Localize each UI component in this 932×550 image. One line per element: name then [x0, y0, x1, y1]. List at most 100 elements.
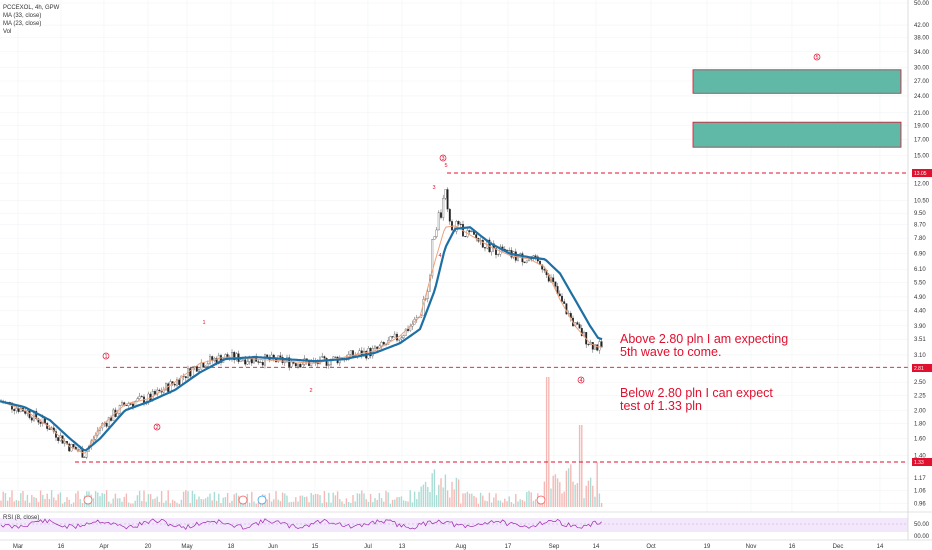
price-tags: 13.05 2.81 1.33 — [912, 169, 932, 466]
candle-body — [349, 350, 352, 355]
volume-bar — [147, 494, 150, 507]
volume-bar — [328, 492, 330, 507]
candle-body — [596, 344, 599, 351]
volume-bar — [484, 500, 486, 507]
candle-body — [475, 234, 478, 239]
time-tick-label: Jul — [364, 544, 372, 550]
volume-bar — [55, 500, 57, 507]
volume-bar — [306, 496, 308, 507]
subwave-4-label: 4 — [438, 253, 441, 259]
candle-body — [440, 212, 442, 218]
volume-bar — [149, 494, 152, 507]
legend: PCCEXOL, 4h, GPW MA (33, close) MA (23, … — [3, 5, 60, 521]
volume-bar — [561, 493, 563, 507]
volume-bar — [600, 502, 603, 507]
wave-1-circle — [102, 352, 110, 360]
volume-bar — [237, 495, 240, 507]
volume-bar — [380, 498, 383, 507]
candle-body — [173, 383, 176, 386]
volume-bar — [468, 493, 471, 507]
volume-bar — [523, 501, 526, 507]
candle-body — [257, 361, 260, 363]
volume-bar — [61, 503, 64, 507]
volume-bar — [231, 500, 233, 507]
volume-bar — [2, 491, 4, 507]
volume-bar — [486, 501, 488, 507]
subwave-1-label: 1 — [202, 320, 205, 326]
volume-bar — [191, 490, 194, 507]
volume-bar — [233, 494, 235, 507]
candle-body — [310, 361, 313, 366]
candle-body — [433, 236, 436, 240]
price-tick-label: 30.00 — [914, 66, 930, 72]
candle-body — [525, 260, 528, 263]
volume-bar — [411, 502, 414, 507]
candle-body — [13, 409, 16, 411]
volume-bar — [473, 495, 475, 507]
moving-averages — [0, 225, 603, 454]
volume-bar — [207, 496, 209, 507]
volume-bar — [567, 468, 570, 507]
time-tick-label: Apr — [99, 544, 108, 550]
volume-bar — [110, 503, 112, 507]
volume-bar — [587, 480, 590, 507]
volume-bar — [35, 497, 37, 507]
candle-body — [235, 353, 238, 361]
volume-bar — [325, 502, 328, 507]
volume-bar — [545, 377, 548, 507]
volume-bar — [292, 501, 295, 507]
wave-3-circle — [439, 154, 447, 162]
candle-body — [393, 333, 396, 338]
volume-bar — [132, 503, 134, 507]
volume-bar — [596, 462, 598, 507]
volume-bar — [42, 495, 44, 507]
candle-body — [107, 417, 110, 427]
volume-bar — [50, 490, 53, 507]
candle-body — [294, 363, 297, 367]
price-tick-label: 2.00 — [914, 408, 926, 414]
volume-bar — [204, 498, 207, 507]
candle-body — [352, 350, 354, 357]
volume-bar — [9, 497, 11, 507]
event-marker-icon[interactable] — [83, 495, 93, 505]
candle-body — [30, 417, 33, 421]
candle-body — [598, 341, 601, 351]
volume-bar — [339, 499, 341, 507]
price-tick-label: 0.96 — [914, 501, 926, 507]
price-tick-label: 42.00 — [914, 23, 930, 29]
candle-body — [541, 264, 544, 270]
volume-bar — [180, 499, 183, 507]
volume-bar — [288, 502, 290, 507]
subwave-2-label: 2 — [309, 388, 312, 394]
volume-bar — [460, 503, 462, 507]
volume-bar — [449, 497, 451, 507]
target-zone-2 — [692, 121, 902, 148]
volume-bar — [574, 484, 576, 507]
volume-bar — [317, 494, 319, 507]
price-tag-low-bg — [912, 458, 932, 466]
volume-bar — [504, 498, 506, 507]
volume-bar — [413, 491, 416, 507]
wave-2-circle — [153, 423, 161, 431]
volume-bar — [539, 502, 541, 507]
candle-body — [308, 361, 310, 366]
event-marker-icon[interactable] — [238, 495, 248, 505]
event-marker-icon[interactable] — [257, 495, 267, 505]
candle-body — [202, 362, 205, 368]
wave-1-label: 1 — [104, 354, 107, 360]
volume-bar — [222, 497, 224, 507]
volume-bar — [22, 491, 24, 507]
volume-bar — [369, 494, 372, 507]
candle-body — [125, 404, 128, 406]
volume-bar — [314, 493, 317, 507]
candle-body — [184, 376, 187, 379]
volume-bar — [226, 492, 229, 507]
time-tick-label: 16 — [789, 544, 796, 550]
event-marker-icon[interactable] — [536, 495, 546, 505]
price-tick-label: 2.50 — [914, 380, 926, 386]
time-tick-label: 18 — [228, 544, 235, 550]
price-tick-label: 3.10 — [914, 353, 926, 359]
candle-body — [591, 342, 594, 350]
candle-body — [431, 239, 434, 277]
